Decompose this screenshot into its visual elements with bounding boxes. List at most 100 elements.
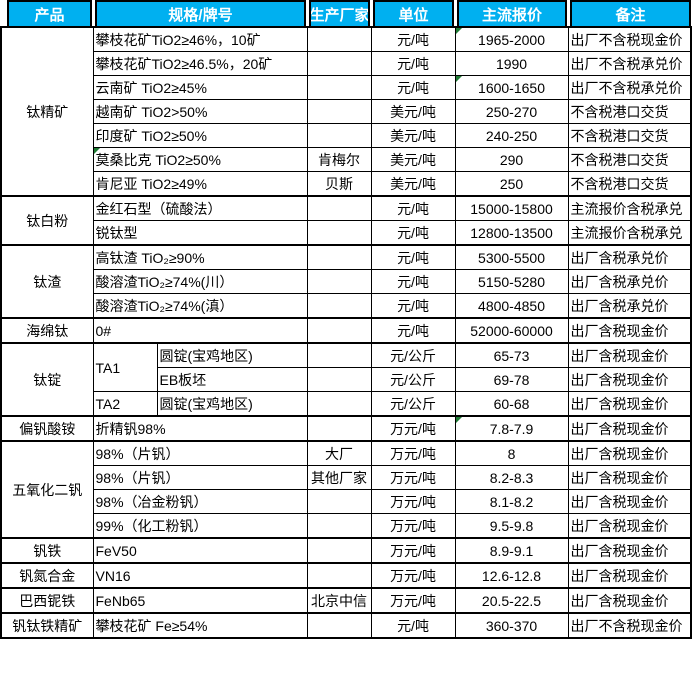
table-cell-unit: 美元/吨: [370, 123, 456, 148]
table-cell-unit: 万元/吨: [370, 489, 456, 514]
table-cell-product: 钒钛铁精矿: [0, 612, 94, 639]
table-cell-unit: 万元/吨: [370, 440, 456, 466]
table-cell-product: 钛渣: [0, 244, 94, 319]
table-row: 海绵钛 0# 元/吨 52000-60000 出厂含税现金价: [0, 317, 692, 344]
cell-text: 出厂含税现金价: [570, 493, 669, 510]
table-cell-spec: 攀枝花矿TiO2≥46.5%，20矿: [92, 51, 308, 76]
cell-text: 海绵钛: [26, 322, 69, 339]
table-cell-spec: 攀枝花矿 Fe≥54%: [92, 612, 308, 639]
table-cell-price: 5300-5500: [454, 244, 569, 270]
table-cell-spec: 攀枝花矿TiO2≥46%，10矿: [92, 26, 308, 52]
table-cell-price: 240-250: [454, 123, 569, 148]
table-cell-unit: 元/公斤: [370, 342, 456, 368]
cell-text: 其他厂家: [311, 469, 368, 486]
cell-text: 出厂含税现金价: [570, 322, 669, 339]
table-cell-unit: 元/吨: [370, 26, 456, 52]
table-cell-price: 65-73: [454, 342, 569, 368]
cell-text: 250-270: [485, 103, 538, 120]
table-cell-price: 12.6-12.8: [454, 562, 569, 589]
table-cell-maker: [306, 513, 372, 539]
cell-text: 元/吨: [397, 249, 429, 266]
cell-text: 美元/吨: [390, 175, 436, 192]
table-cell-maker: [306, 269, 372, 294]
cell-text: 出厂含税承兑价: [570, 297, 669, 314]
cell-text: 五氧化二钒: [12, 481, 83, 498]
cell-text: 52000-60000: [470, 322, 553, 339]
cell-text: 折精钒98%: [95, 420, 166, 437]
cell-text: 元/吨: [397, 79, 429, 96]
cell-text: 8: [507, 445, 516, 462]
cell-text: 钒氮合金: [19, 567, 76, 584]
cell-text: 金红石型（硫酸法）: [95, 200, 222, 217]
table-cell-product: 钛白粉: [0, 195, 94, 246]
table-cell-unit: 万元/吨: [370, 587, 456, 614]
table-cell-maker: 北京中信: [306, 587, 372, 614]
table-cell-maker: [306, 51, 372, 76]
table-cell-price: 250-270: [454, 99, 569, 124]
table-cell-price: 7.8-7.9: [454, 415, 569, 442]
table-cell-price: 250: [454, 171, 569, 197]
table-cell-unit: 元/吨: [370, 75, 456, 100]
table-cell-price: 20.5-22.5: [454, 587, 569, 614]
table-cell-note: 出厂含税承兑价: [567, 244, 692, 270]
table-cell-unit: 万元/吨: [370, 562, 456, 589]
table-cell-spec: 肯尼亚 TiO2≥49%: [92, 171, 308, 197]
table-cell-note: 不含税港口交货: [567, 99, 692, 124]
cell-text: 万元/吨: [390, 493, 436, 510]
table-cell-maker: 肯梅尔: [306, 147, 372, 172]
cell-text: 出厂不含税现金价: [570, 617, 683, 634]
cell-text: VN16: [95, 567, 131, 584]
cell-text: 7.8-7.9: [489, 420, 534, 437]
table-row: 98%（片钒） 其他厂家 万元/吨 8.2-8.3 出厂含税现金价: [1, 465, 692, 490]
table-cell-note: 出厂不含税现金价: [567, 26, 692, 52]
cell-text: 出厂含税现金价: [570, 592, 669, 609]
table-cell-maker: [306, 537, 372, 564]
table-cell-spec: 酸溶渣TiO₂≥74%(滇）: [92, 293, 308, 319]
cell-text: 元/吨: [397, 55, 429, 72]
cell-text: 不含税港口交货: [570, 103, 669, 120]
cell-text: 出厂含税现金价: [570, 517, 669, 534]
table-cell-speca: TA1: [92, 342, 158, 392]
flag-icon: [456, 28, 462, 34]
table-cell-spec: 折精钒98%: [92, 415, 308, 442]
table-cell-specb: 圆锭(宝鸡地区): [156, 342, 308, 368]
table-cell-price: 8.2-8.3: [454, 465, 569, 490]
table-cell-spec: 印度矿 TiO2≥50%: [92, 123, 308, 148]
table-cell-product: 偏钒酸铵: [0, 415, 94, 442]
cell-text: TA2: [95, 395, 121, 412]
table-cell-note: 不含税港口交货: [567, 123, 692, 148]
cell-text: 美元/吨: [390, 151, 436, 168]
table-cell-unit: 元/吨: [370, 293, 456, 319]
table-cell-unit: 美元/吨: [370, 147, 456, 172]
cell-text: 98%（片钒）: [95, 469, 180, 486]
table-header-cell: 主流报价: [457, 0, 567, 26]
table-cell-note: 出厂含税现金价: [567, 513, 692, 539]
cell-text: 主流报价含税承兑: [570, 200, 683, 217]
table-cell-unit: 美元/吨: [370, 99, 456, 124]
cell-text: 出厂含税现金价: [570, 469, 669, 486]
cell-text: 12800-13500: [470, 224, 553, 241]
table-row: 99%（化工粉钒） 万元/吨 9.5-9.8 出厂含税现金价: [1, 513, 692, 539]
table-cell-maker: [306, 244, 372, 270]
cell-text: 出厂含税现金价: [570, 420, 669, 437]
table-cell-note: 出厂含税现金价: [567, 391, 692, 417]
cell-text: 元/吨: [397, 322, 429, 339]
cell-text: 1600-1650: [478, 79, 545, 96]
table-row: 越南矿 TiO2>50% 美元/吨 250-270 不含税港口交货: [1, 99, 692, 124]
cell-text: 4800-4850: [478, 297, 545, 314]
table-cell-unit: 元/公斤: [370, 367, 456, 392]
table-cell-spec: 莫桑比克 TiO2≥50%: [92, 147, 308, 172]
cell-text: 250: [499, 175, 524, 192]
cell-text: 出厂含税现金价: [570, 445, 669, 462]
table-cell-maker: [306, 612, 372, 639]
price-table-body: 钛精矿 攀枝花矿TiO2≥46%，10矿 元/吨 1965-2000 出厂不含税现金价攀…: [0, 26, 692, 639]
table-cell-spec: FeV50: [92, 537, 308, 564]
table-cell-spec: 98%（冶金粉钒）: [92, 489, 308, 514]
cell-text: 万元/吨: [390, 542, 436, 559]
table-cell-note: 出厂含税现金价: [567, 562, 692, 589]
table-cell-note: 不含税港口交货: [567, 171, 692, 197]
cell-text: 印度矿 TiO2≥50%: [95, 127, 207, 144]
cell-text: 98%（片钒）: [95, 445, 180, 462]
cell-text: 出厂含税现金价: [570, 542, 669, 559]
cell-text: 8.2-8.3: [489, 469, 534, 486]
